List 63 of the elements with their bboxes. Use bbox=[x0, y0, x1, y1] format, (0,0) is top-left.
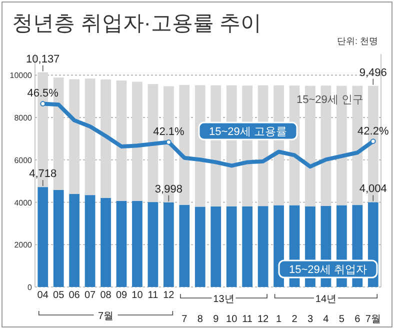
y-tick-label: 8000 bbox=[14, 114, 33, 123]
x-tick-label: 5 bbox=[338, 314, 345, 325]
x-tick-label: 8 bbox=[197, 314, 204, 325]
text: 13년 bbox=[213, 294, 234, 305]
x-tick-label: 7월 bbox=[365, 314, 381, 325]
x-tick-label: 12 bbox=[257, 314, 270, 325]
bar bbox=[116, 201, 127, 287]
x-tick-label: 05 bbox=[53, 290, 65, 301]
x-tick-label: 10 bbox=[132, 290, 144, 301]
bar bbox=[148, 202, 158, 287]
bar bbox=[100, 79, 111, 198]
x-tick-label: 11 bbox=[148, 290, 159, 301]
x-tick-label: 06 bbox=[68, 290, 80, 301]
bar bbox=[226, 206, 237, 287]
y-tick-label: 4000 bbox=[14, 198, 33, 208]
bar bbox=[132, 201, 142, 287]
y-tick-label: 6000 bbox=[14, 156, 33, 165]
bar bbox=[258, 206, 268, 287]
x-tick-label: 6 bbox=[354, 314, 361, 325]
data-label: 42.2% bbox=[358, 125, 389, 138]
data-label: 46.5% bbox=[27, 88, 59, 100]
y-tick-label: 2000 bbox=[14, 240, 33, 250]
bar bbox=[242, 206, 253, 287]
series-label: 15~29세 취업자 bbox=[289, 264, 367, 276]
bar bbox=[194, 206, 206, 287]
bar bbox=[179, 204, 190, 287]
bar bbox=[84, 78, 96, 196]
bar bbox=[69, 79, 80, 194]
bar bbox=[210, 206, 222, 287]
bar bbox=[116, 80, 127, 201]
bar bbox=[132, 82, 142, 201]
bar bbox=[84, 195, 96, 287]
y-tick-label: 10000 bbox=[10, 71, 33, 80]
x-tick-label: 4 bbox=[323, 314, 330, 325]
x-tick-label: 7 bbox=[182, 314, 188, 325]
bar bbox=[53, 190, 64, 287]
bar bbox=[38, 187, 48, 287]
x-tick-label: 07 bbox=[84, 290, 96, 301]
data-label: 3,998 bbox=[154, 183, 182, 196]
y-tick-label: 0 bbox=[28, 283, 33, 292]
bar bbox=[69, 194, 80, 287]
total-label: 10,137 bbox=[26, 53, 60, 66]
data-label: 42.1% bbox=[153, 126, 184, 138]
x-tick-label: 10 bbox=[226, 314, 238, 325]
text: 14년 bbox=[315, 294, 337, 305]
x-tick-label: 12 bbox=[163, 290, 175, 301]
bar bbox=[100, 198, 111, 287]
text: 단위: 천명 bbox=[336, 36, 378, 46]
series-label: 15~29세 고용률 bbox=[209, 126, 287, 138]
x-tick-label: 3 bbox=[307, 314, 314, 325]
series-label: 15~29세 인구 bbox=[296, 94, 364, 106]
x-tick-label: 08 bbox=[100, 290, 112, 301]
bar bbox=[163, 202, 174, 287]
x-tick-label: 09 bbox=[116, 290, 128, 301]
title: 청년층 취업자·고용률 추이 bbox=[12, 12, 262, 35]
data-label: 4,004 bbox=[359, 183, 387, 196]
x-tick-label: 9 bbox=[213, 314, 220, 325]
x-tick-label: 04 bbox=[37, 290, 49, 301]
x-tick-label: 11 bbox=[242, 314, 253, 325]
x-tick-label: 1 bbox=[276, 314, 282, 325]
total-label: 9,496 bbox=[359, 66, 387, 79]
x-tick-label: 2 bbox=[292, 314, 298, 325]
data-label: 4,718 bbox=[29, 168, 57, 180]
